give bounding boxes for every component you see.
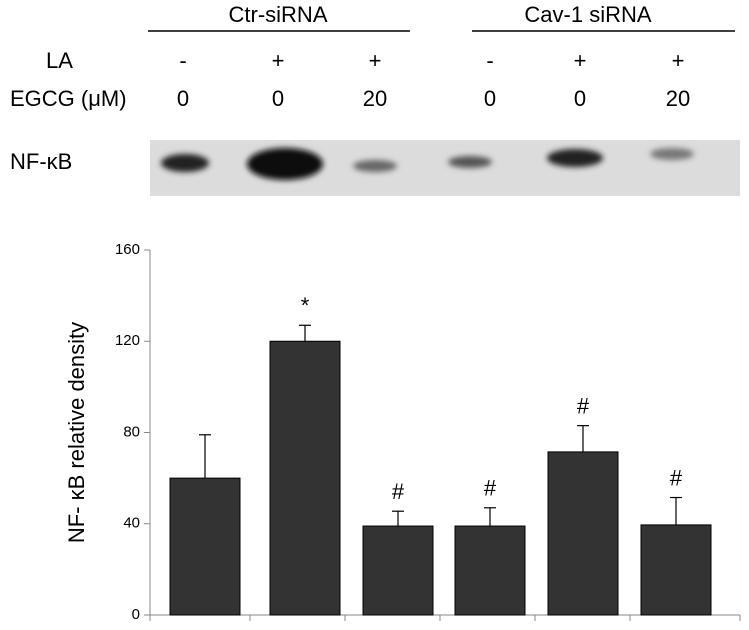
- row-cell: 0: [272, 86, 284, 111]
- annotation: #: [484, 476, 497, 501]
- row-label: EGCG (μM): [10, 86, 127, 111]
- blot-label: NF-κB: [10, 149, 72, 174]
- row-cell: -: [486, 48, 493, 73]
- blot: [150, 140, 740, 196]
- bar: [640, 524, 712, 616]
- bar: [547, 451, 619, 616]
- blot-bands: [161, 148, 694, 180]
- group-label: Ctr-siRNA: [229, 2, 328, 27]
- row-cell: 0: [177, 86, 189, 111]
- row-cell: 0: [574, 86, 586, 111]
- group-label: Cav-1 siRNA: [524, 2, 651, 27]
- bar: [454, 525, 526, 616]
- bar: [362, 525, 434, 616]
- y-tick-label: 40: [123, 515, 140, 532]
- y-tick-label: 160: [115, 241, 140, 258]
- row-cell: +: [672, 48, 685, 73]
- row-cell: -: [179, 48, 186, 73]
- annotation: #: [577, 393, 590, 418]
- row-cell: +: [272, 48, 285, 73]
- annotation: *: [301, 293, 310, 318]
- y-tick-label: 120: [115, 332, 140, 349]
- annotation: #: [670, 465, 683, 490]
- row-cell: 20: [363, 86, 387, 111]
- row-cell: +: [369, 48, 382, 73]
- row-cell: 20: [666, 86, 690, 111]
- row-label: LA: [46, 48, 73, 73]
- bar: [269, 340, 341, 616]
- row-cell: +: [574, 48, 587, 73]
- y-axis-label: NF- κB relative density: [64, 322, 89, 543]
- row-cell: 0: [484, 86, 496, 111]
- bar: [169, 477, 241, 616]
- y-tick-label: 0: [132, 606, 140, 623]
- y-tick-label: 80: [123, 423, 140, 440]
- annotation: #: [392, 479, 405, 504]
